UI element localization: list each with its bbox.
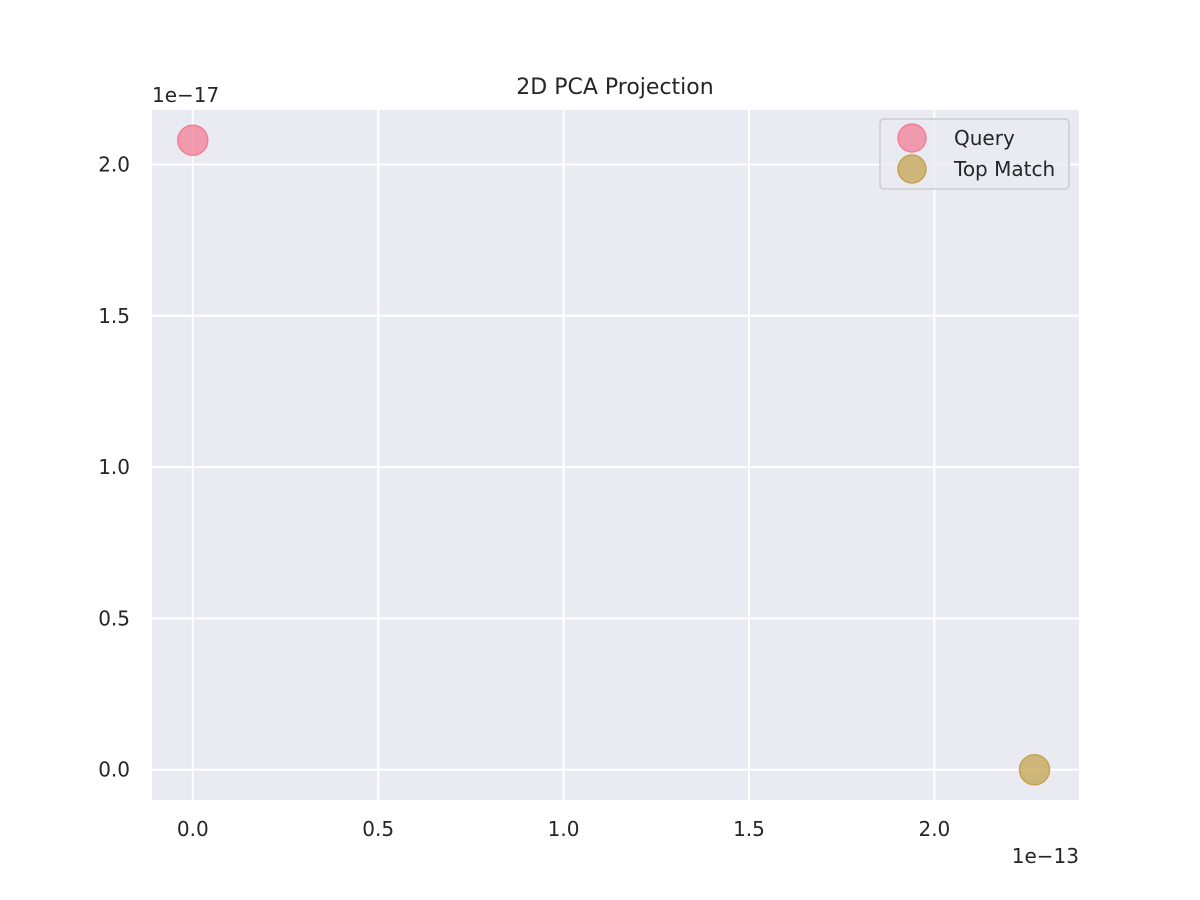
y-tick-label: 1.0: [98, 455, 130, 479]
legend-marker-top-match: [897, 154, 927, 184]
legend-label-query: Query: [954, 126, 1015, 150]
x-tick-label: 0.0: [177, 817, 209, 841]
point-top-match: [1018, 753, 1051, 786]
x-tick-label: 0.5: [362, 817, 394, 841]
legend: Query Top Match: [879, 118, 1070, 190]
data-points: [177, 124, 1051, 786]
plot-area: [152, 110, 1079, 800]
chart-title: 2D PCA Projection: [516, 75, 713, 100]
legend-label-top-match: Top Match: [953, 157, 1055, 181]
legend-box: [879, 118, 1070, 190]
x-tick-label: 1.5: [733, 817, 765, 841]
y-tick-label: 2.0: [98, 152, 130, 176]
y-tick-label: 1.5: [98, 304, 130, 328]
y-tick-label: 0.0: [98, 758, 130, 782]
x-axis-offset-label: 1e−13: [1012, 844, 1079, 868]
tick-labels: 0.0 0.5 1.0 1.5 2.0 0.0 0.5 1.0 1.5 2.0: [98, 152, 950, 841]
y-tick-label: 0.5: [98, 606, 130, 630]
x-tick-label: 2.0: [918, 817, 950, 841]
legend-marker-query: [897, 123, 927, 153]
x-tick-label: 1.0: [548, 817, 580, 841]
point-query: [177, 124, 209, 157]
y-axis-offset-label: 1e−17: [152, 83, 219, 107]
